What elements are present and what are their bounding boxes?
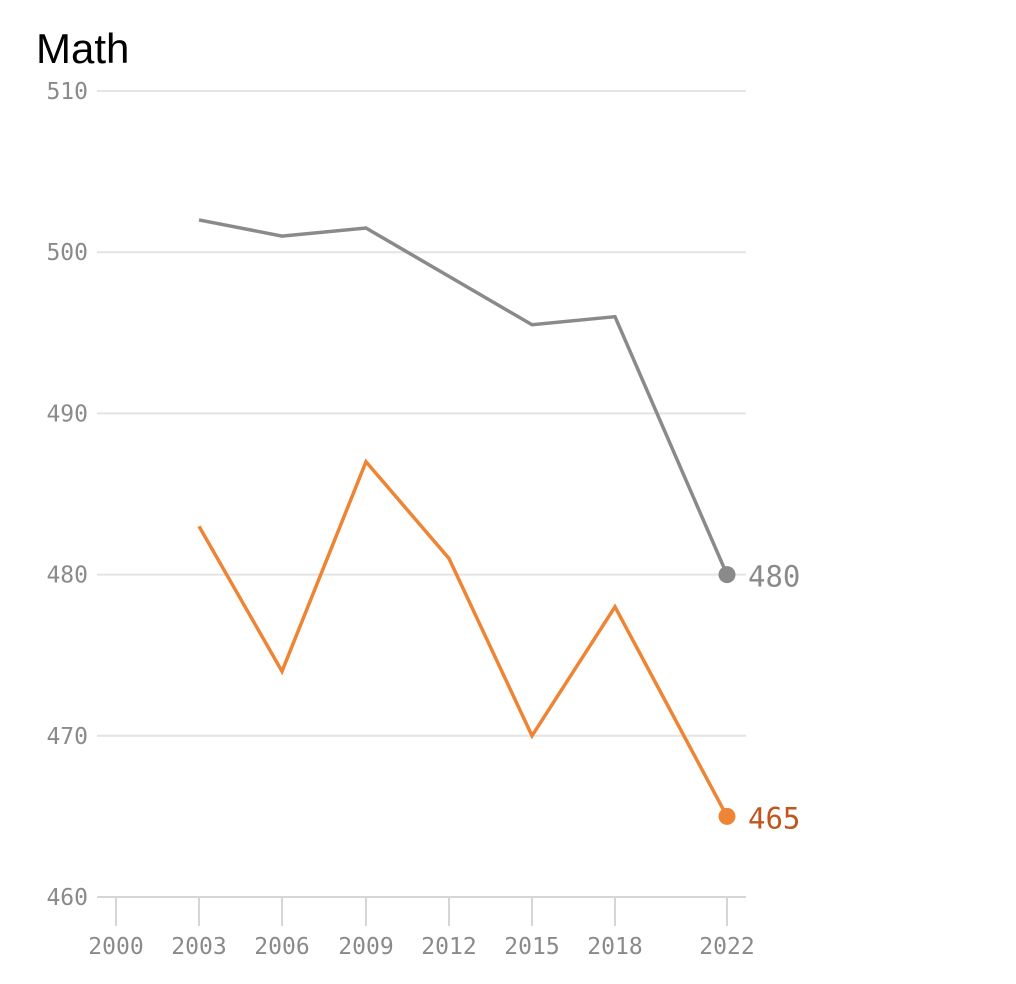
x-tick-label: 2022 <box>699 934 754 960</box>
x-tick-label: 2003 <box>171 934 226 960</box>
y-tick-label: 480 <box>46 563 88 589</box>
series-end-point <box>718 566 736 584</box>
y-tick-label: 510 <box>46 79 88 105</box>
y-tick-label: 500 <box>46 240 88 266</box>
x-tick-label: 2018 <box>587 934 642 960</box>
y-tick-label: 460 <box>46 885 88 911</box>
series-end-label: 480 <box>748 560 800 594</box>
series-end-label: 465 <box>748 801 800 835</box>
series-line-0 <box>198 218 729 576</box>
chart-title: Math <box>36 25 130 72</box>
x-tick-label: 2009 <box>338 934 393 960</box>
series-end-point <box>718 807 736 825</box>
series-line-1 <box>197 458 729 818</box>
y-tick-label: 470 <box>46 724 88 750</box>
x-tick-label: 2012 <box>421 934 476 960</box>
y-tick-label: 490 <box>46 401 88 427</box>
x-tick-label: 2000 <box>88 934 143 960</box>
x-tick-label: 2015 <box>504 934 559 960</box>
x-tick-label: 2006 <box>254 934 309 960</box>
